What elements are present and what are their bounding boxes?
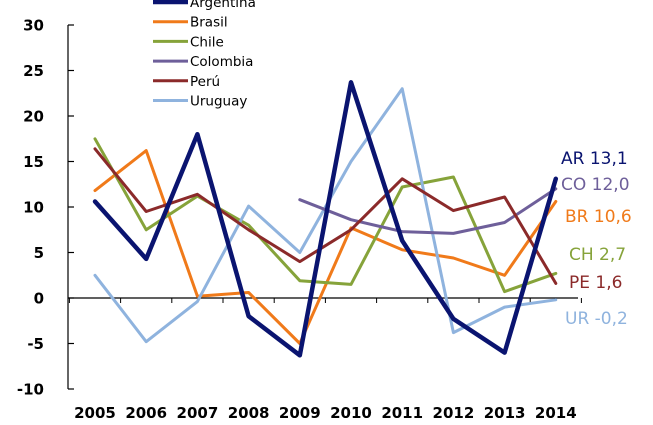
series-line-peru	[93, 147, 558, 285]
x-tick-label: 2007	[177, 404, 219, 422]
legend-label: Colombia	[190, 54, 253, 70]
y-tick-label: -10	[17, 381, 44, 399]
axes: -10 -5 0 5 10 15 20 25 30 2005 2006 2007 2008 2009 201…	[17, 17, 582, 422]
end-value-label: AR 13,1	[561, 149, 628, 169]
x-tick-label: 2006	[125, 404, 167, 422]
x-tick-label: 2013	[484, 404, 526, 422]
legend: Argentina Brasil Chile Colombia Perú Uruguay	[153, 0, 256, 110]
end-labels: AR 13,1 BR 10,6 CH 2,7 CO 12,0 PE 1,6 UR -0,2	[561, 149, 632, 329]
legend-label: Uruguay	[190, 94, 247, 110]
series-line-brasil	[93, 149, 558, 345]
legend-label: Chile	[190, 34, 224, 50]
series-line-chile	[93, 137, 558, 294]
series-lines	[92, 80, 559, 358]
series-line-argentina	[92, 80, 559, 358]
end-value-label: CO 12,0	[561, 175, 630, 195]
y-tick-label: -5	[27, 335, 44, 353]
series-line-colombia	[298, 187, 558, 235]
end-value-label: BR 10,6	[565, 207, 632, 227]
end-value-label: PE 1,6	[569, 273, 622, 293]
y-tick-label: 5	[34, 244, 44, 262]
y-tick-label: 20	[23, 108, 44, 126]
x-tick-label: 2014	[535, 404, 577, 422]
y-tick-label: 30	[23, 17, 44, 35]
x-tick-label: 2010	[330, 404, 372, 422]
end-value-label: UR -0,2	[565, 309, 628, 329]
x-tick-label: 2009	[279, 404, 321, 422]
x-tick-label: 2008	[228, 404, 270, 422]
legend-label: Argentina	[190, 0, 256, 11]
y-tick-label: 25	[23, 62, 44, 80]
y-tick-label: 15	[23, 153, 44, 171]
end-value-label: CH 2,7	[569, 245, 626, 265]
y-tick-label: 0	[34, 290, 44, 308]
x-tick-label: 2011	[381, 404, 423, 422]
legend-label: Perú	[190, 74, 220, 90]
x-tick-label: 2012	[433, 404, 475, 422]
x-tick-label: 2005	[74, 404, 116, 422]
legend-label: Brasil	[190, 15, 228, 31]
y-tick-label: 10	[23, 199, 44, 217]
